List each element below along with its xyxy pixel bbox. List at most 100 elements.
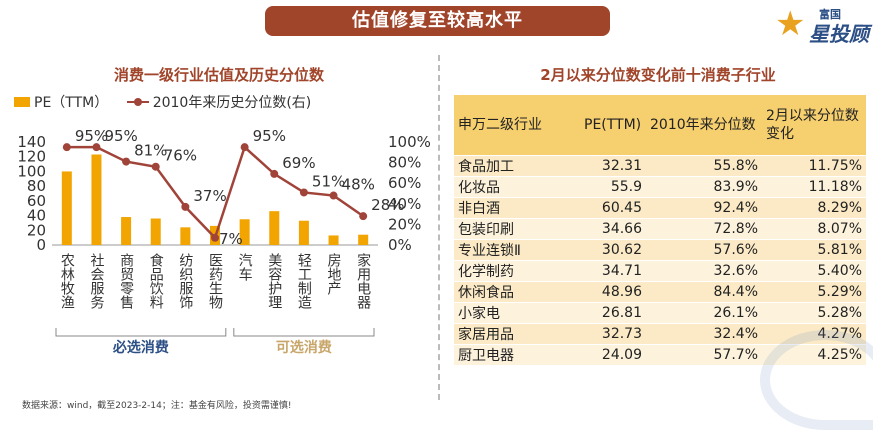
y-left-tick: 20 bbox=[27, 221, 46, 239]
star-icon: ★ bbox=[775, 4, 806, 44]
cell-industry: 专业连锁Ⅱ bbox=[454, 239, 580, 261]
x-tick-label: 房地产 bbox=[326, 253, 342, 296]
cell-industry: 化妆品 bbox=[454, 176, 580, 198]
logo-main-text: 星投顾 bbox=[809, 22, 869, 46]
cell-percentile: 92.4% bbox=[646, 197, 762, 219]
cell-industry: 厨卫电器 bbox=[454, 344, 580, 365]
line-point bbox=[122, 157, 131, 166]
line-point bbox=[62, 143, 71, 152]
y-right-tick: 40% bbox=[388, 195, 421, 213]
y-left-tick: 60 bbox=[27, 192, 46, 210]
watermark-logo bbox=[760, 330, 873, 430]
line-point bbox=[299, 188, 308, 197]
cell-change: 8.07% bbox=[762, 218, 866, 240]
x-tick-label: 农林牧渔 bbox=[59, 253, 75, 309]
cell-industry: 家居用品 bbox=[454, 323, 580, 345]
line-point bbox=[270, 169, 279, 178]
cell-pe: 30.62 bbox=[580, 239, 646, 261]
line-point bbox=[329, 191, 338, 200]
bar-mark bbox=[358, 234, 369, 245]
group-label: 必选消费 bbox=[112, 339, 169, 356]
table-row: 食品加工 32.31 55.8% 11.75% bbox=[454, 155, 866, 177]
cell-percentile: 83.9% bbox=[646, 176, 762, 198]
y-left-tick: 120 bbox=[17, 148, 46, 166]
y-left-tick: 80 bbox=[27, 177, 46, 195]
data-label: 51% bbox=[312, 172, 345, 190]
header-industry: 申万二级行业 bbox=[454, 95, 580, 156]
cell-percentile: 57.7% bbox=[646, 344, 762, 365]
x-tick-label: 家用电器 bbox=[355, 252, 371, 309]
cell-percentile: 57.6% bbox=[646, 239, 762, 261]
cell-pe: 48.96 bbox=[580, 281, 646, 303]
cell-change: 5.81% bbox=[762, 239, 866, 261]
panel-divider bbox=[438, 55, 440, 400]
table-row: 化妆品 55.9 83.9% 11.18% bbox=[454, 176, 866, 198]
table-row: 化学制药 34.71 32.6% 5.40% bbox=[454, 260, 866, 282]
table-header-row: 申万二级行业 PE(TTM) 2010年来分位数 2月以来分位数变化 bbox=[454, 95, 866, 156]
cell-industry: 包装印刷 bbox=[454, 218, 580, 240]
line-point bbox=[92, 143, 101, 152]
cell-industry: 化学制药 bbox=[454, 260, 580, 282]
header-percentile: 2010年来分位数 bbox=[646, 95, 762, 156]
table-row: 非白酒 60.45 92.4% 8.29% bbox=[454, 197, 866, 219]
table-row: 小家电 26.81 26.1% 5.28% bbox=[454, 302, 866, 324]
data-label: 95% bbox=[104, 127, 137, 145]
pe-percentile-chart: 0204060801001201400%20%40%60%80%100%95%9… bbox=[17, 127, 431, 356]
y-right-tick: 60% bbox=[388, 174, 421, 192]
cell-industry: 休闲食品 bbox=[454, 281, 580, 303]
legend-bar-label: PE（TTM） bbox=[34, 95, 109, 111]
y-right-tick: 0% bbox=[388, 236, 412, 254]
x-tick-label: 轻工制造 bbox=[296, 253, 312, 310]
y-right-tick: 20% bbox=[388, 215, 421, 233]
table-title: 2月以来分位数变化前十消费子行业 bbox=[540, 66, 776, 84]
bar-mark bbox=[328, 235, 339, 245]
table-row: 包装印刷 34.66 72.8% 8.07% bbox=[454, 218, 866, 240]
bar-mark bbox=[150, 218, 161, 245]
table-row: 专业连锁Ⅱ 30.62 57.6% 5.81% bbox=[454, 239, 866, 261]
y-left-tick: 0 bbox=[36, 236, 46, 254]
bar-mark bbox=[121, 217, 132, 245]
cell-change: 5.40% bbox=[762, 260, 866, 282]
footer-note: 数据来源：wind，截至2023-2-14；注：基金有风险，投资需谨慎! bbox=[22, 401, 292, 411]
cell-pe: 26.81 bbox=[580, 302, 646, 324]
logo-top-text: 富国 bbox=[819, 8, 841, 21]
cell-pe: 32.73 bbox=[580, 323, 646, 345]
header-change: 2月以来分位数变化 bbox=[762, 95, 866, 156]
cell-percentile: 32.6% bbox=[646, 260, 762, 282]
cell-change: 5.28% bbox=[762, 302, 866, 324]
bar-mark bbox=[269, 211, 280, 245]
cell-pe: 34.66 bbox=[580, 218, 646, 240]
y-right-tick: 100% bbox=[388, 133, 431, 151]
header-pe: PE(TTM) bbox=[580, 95, 646, 156]
group-bracket bbox=[55, 328, 227, 337]
cell-industry: 食品加工 bbox=[454, 155, 580, 177]
y-left-tick: 40 bbox=[27, 207, 46, 225]
legend-bar-swatch bbox=[14, 97, 30, 107]
bar-mark bbox=[61, 171, 72, 245]
group-bracket bbox=[233, 328, 375, 337]
brand-logo: ★ 富国 星投顾 bbox=[775, 4, 869, 46]
bar-mark bbox=[180, 227, 191, 245]
y-left-tick: 100 bbox=[17, 162, 46, 180]
x-tick-label: 社会服务 bbox=[88, 253, 104, 309]
y-left-tick: 140 bbox=[17, 133, 46, 151]
bar-mark bbox=[91, 154, 102, 245]
data-label: 48% bbox=[342, 176, 375, 194]
data-label: 28% bbox=[371, 196, 404, 214]
cell-percentile: 72.8% bbox=[646, 218, 762, 240]
x-tick-label: 食品饮料 bbox=[148, 252, 164, 309]
data-label: 7% bbox=[219, 230, 243, 248]
cell-percentile: 26.1% bbox=[646, 302, 762, 324]
bar-mark bbox=[239, 219, 250, 245]
data-label: 37% bbox=[193, 187, 226, 205]
x-tick-label: 纺织服饰 bbox=[177, 253, 193, 309]
cell-change: 5.29% bbox=[762, 281, 866, 303]
cell-pe: 24.09 bbox=[580, 344, 646, 365]
x-tick-label: 商贸零售 bbox=[118, 253, 134, 309]
cell-pe: 34.71 bbox=[580, 260, 646, 282]
legend-line-label: 2010年来历史分位数(右) bbox=[152, 95, 312, 111]
data-label: 95% bbox=[253, 127, 286, 145]
line-point bbox=[359, 212, 368, 221]
cell-pe: 60.45 bbox=[580, 197, 646, 219]
table-row: 休闲食品 48.96 84.4% 5.29% bbox=[454, 281, 866, 303]
